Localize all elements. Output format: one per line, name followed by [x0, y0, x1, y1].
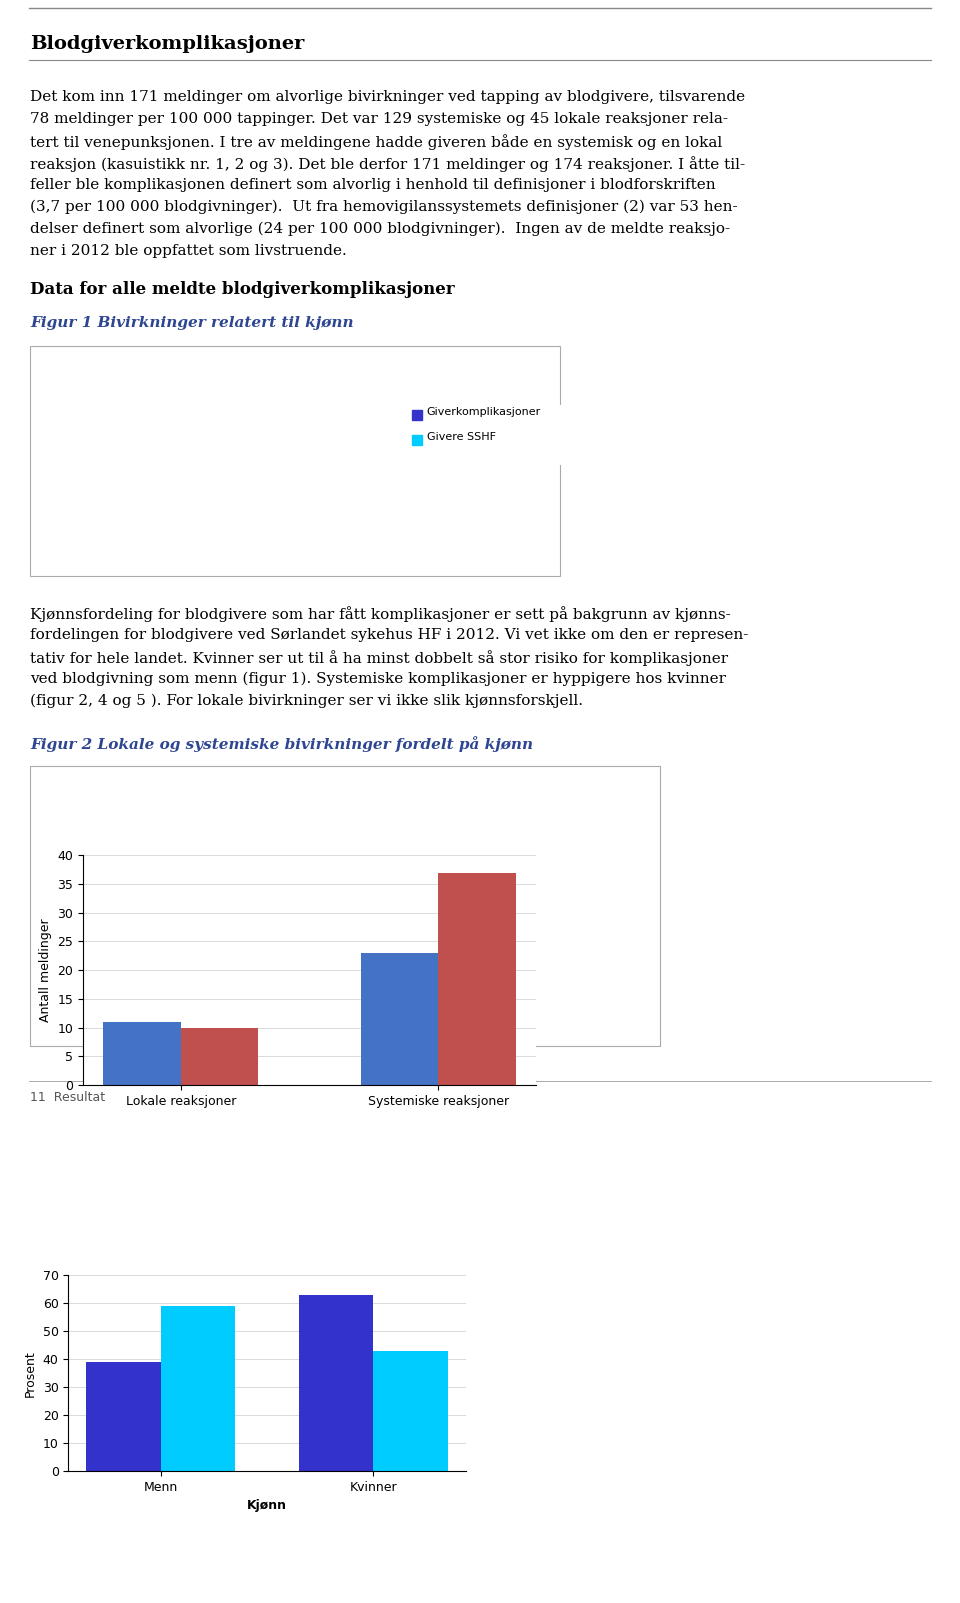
Text: tativ for hele landet. Kvinner ser ut til å ha minst dobbelt så stor risiko for : tativ for hele landet. Kvinner ser ut ti… [30, 649, 728, 665]
Text: (3,7 per 100 000 blodgivninger).  Ut fra hemovigilanssystemets definisjoner (2) : (3,7 per 100 000 blodgivninger). Ut fra … [30, 200, 737, 215]
Text: Det kom inn 171 meldinger om alvorlige bivirkninger ved tapping av blodgivere, t: Det kom inn 171 meldinger om alvorlige b… [30, 90, 745, 104]
Bar [412, 434, 421, 446]
Text: Figur 2 Lokale og systemiske bivirkninger fordelt på kjønn: Figur 2 Lokale og systemiske bivirkninge… [30, 736, 533, 752]
Bar [373, 1351, 447, 1472]
X-axis label: Kjønn: Kjønn [247, 1499, 287, 1512]
Text: Kjønnsfordeling for blodgivere som har fått komplikasjoner er sett på bakgrunn a: Kjønnsfordeling for blodgivere som har f… [30, 606, 731, 622]
Text: Menn: Menn [473, 854, 508, 867]
Text: ner i 2012 ble oppfattet som livstruende.: ner i 2012 ble oppfattet som livstruende… [30, 244, 347, 258]
Bar [361, 952, 439, 1085]
Bar [180, 1028, 258, 1085]
Bar [161, 1306, 235, 1472]
Text: Givere SSHF: Givere SSHF [426, 431, 495, 442]
Text: 11  Resultat: 11 Resultat [30, 1092, 106, 1104]
Y-axis label: Prosent: Prosent [24, 1350, 37, 1396]
Bar [412, 410, 421, 420]
Bar [299, 1295, 373, 1472]
FancyBboxPatch shape [407, 406, 607, 465]
Bar [30, 766, 660, 1047]
Y-axis label: Antall meldinger: Antall meldinger [38, 919, 52, 1023]
Bar [439, 872, 516, 1085]
Bar [30, 346, 560, 575]
Text: feller ble komplikasjonen definert som alvorlig i henhold til definisjoner i blo: feller ble komplikasjonen definert som a… [30, 178, 715, 192]
Text: Figur 1 Bivirkninger relatert til kjønn: Figur 1 Bivirkninger relatert til kjønn [30, 316, 353, 330]
Text: fordelingen for blodgivere ved Sørlandet sykehus HF i 2012. Vi vet ikke om den e: fordelingen for blodgivere ved Sørlandet… [30, 628, 749, 641]
Text: tert til venepunksjonen. I tre av meldingene hadde giveren både en systemisk og : tert til venepunksjonen. I tre av meldin… [30, 135, 722, 149]
Text: (figur 2, 4 og 5 ). For lokale bivirkninger ser vi ikke slik kjønnsforskjell.: (figur 2, 4 og 5 ). For lokale bivirknin… [30, 694, 583, 709]
Text: ved blodgivning som menn (figur 1). Systemiske komplikasjoner er hyppigere hos k: ved blodgivning som menn (figur 1). Syst… [30, 672, 726, 686]
Bar [104, 1021, 180, 1085]
Text: Blodgiverkomplikasjoner: Blodgiverkomplikasjoner [30, 35, 304, 53]
Bar [86, 1363, 161, 1472]
Text: reaksjon (kasuistikk nr. 1, 2 og 3). Det ble derfor 171 meldinger og 174 reaksjo: reaksjon (kasuistikk nr. 1, 2 og 3). Det… [30, 155, 745, 172]
Bar [459, 883, 468, 894]
Text: delser definert som alvorlige (24 per 100 000 blodgivninger).  Ingen av de meldt: delser definert som alvorlige (24 per 10… [30, 221, 731, 236]
Text: Kvinner: Kvinner [473, 880, 521, 893]
Text: Giverkomplikasjoner: Giverkomplikasjoner [426, 407, 540, 417]
Text: Data for alle meldte blodgiverkomplikasjoner: Data for alle meldte blodgiverkomplikasj… [30, 281, 455, 298]
Bar [459, 859, 468, 869]
Text: 78 meldinger per 100 000 tappinger. Det var 129 systemiske og 45 lokale reaksjon: 78 meldinger per 100 000 tappinger. Det … [30, 112, 728, 127]
